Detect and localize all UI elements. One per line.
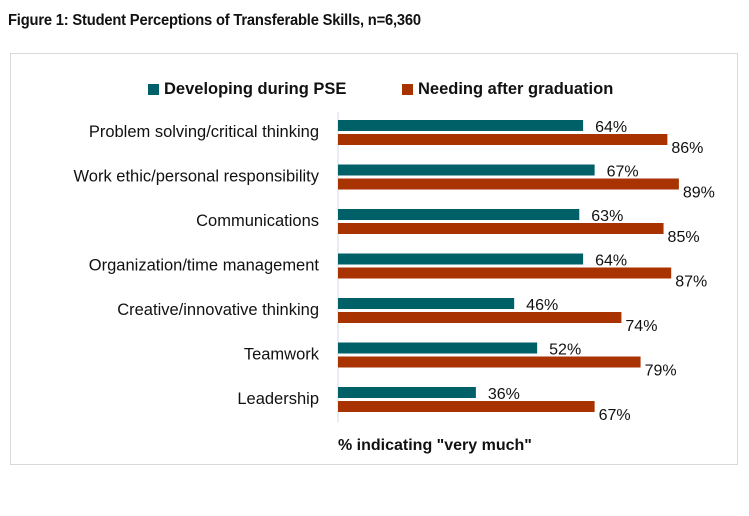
category-label: Organization/time management [89,257,320,275]
data-label-needing: 89% [683,185,715,202]
legend-swatch-developing [148,84,159,95]
category-label: Teamwork [244,346,320,364]
category-label: Problem solving/critical thinking [89,123,319,141]
chart-frame [10,53,738,465]
data-label-developing: 52% [549,342,581,359]
bar-needing [338,178,679,190]
legend-item-needing: Needing after graduation [402,80,613,99]
bar-developing [338,387,476,398]
bar-needing [338,134,668,145]
data-label-needing: 67% [599,407,631,424]
chart-legend: Developing during PSE Needing after grad… [0,80,749,102]
bar-developing [338,164,595,176]
bar-needing [338,267,672,279]
data-label-needing: 85% [668,229,700,246]
category-label: Leadership [237,390,319,408]
bar-needing [338,312,622,323]
category-label: Creative/innovative thinking [117,301,319,319]
legend-label-needing: Needing after graduation [418,80,614,98]
data-label-developing: 36% [488,386,520,403]
data-label-developing: 46% [526,297,558,314]
legend-swatch-needing [402,84,413,95]
bar-needing [338,401,595,412]
figure-title: Figure 1: Student Perceptions of Transfe… [8,12,421,29]
data-label-developing: 64% [595,253,627,270]
bar-developing [338,298,515,309]
x-axis-label: % indicating "very much" [338,437,532,454]
data-label-developing: 64% [595,119,627,136]
category-label: Work ethic/personal responsibility [74,168,320,186]
bar-developing [338,253,584,265]
data-label-developing: 63% [591,208,623,225]
data-label-needing: 74% [625,318,657,335]
data-label-developing: 67% [607,164,639,181]
bar-needing [338,223,664,234]
legend-item-developing: Developing during PSE [148,80,346,99]
bar-needing [338,356,641,368]
bar-developing [338,209,580,220]
data-label-needing: 86% [671,140,703,157]
legend-label-developing: Developing during PSE [164,80,347,98]
bar-developing [338,342,538,354]
category-label: Communications [196,212,319,230]
data-label-needing: 79% [645,363,677,380]
data-label-needing: 87% [675,274,707,291]
bar-developing [338,120,584,131]
